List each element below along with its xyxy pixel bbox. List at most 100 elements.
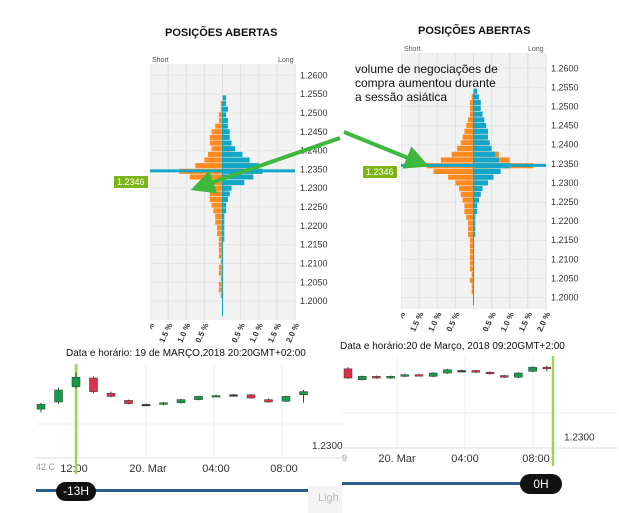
annotation-line: volume de negociações de — [355, 62, 498, 76]
chart-title-left: POSIÇÕES ABERTAS — [165, 27, 278, 39]
current-price-tag-right: 1.2346 — [363, 166, 397, 178]
short-bar — [209, 191, 223, 197]
edge-text-right: 9 — [342, 453, 348, 463]
candle-body — [229, 394, 238, 397]
long-bar — [473, 100, 481, 106]
y-tick-label: 1.2500 — [551, 101, 579, 111]
y-tick-label: 1.2600 — [300, 70, 328, 80]
candle-body — [281, 396, 291, 402]
short-bar — [211, 146, 223, 152]
candle-body — [54, 389, 63, 403]
y-tick-label: 1.2250 — [551, 197, 579, 207]
time-slider-track-right[interactable] — [342, 482, 538, 485]
candle-body — [357, 376, 367, 380]
short-bar — [220, 276, 223, 282]
annotation-line: compra aumentou durante — [355, 76, 496, 90]
faded-panel — [308, 486, 342, 513]
short-bar — [218, 247, 223, 253]
candle-body — [499, 375, 509, 378]
short-bar — [469, 237, 474, 243]
candle-body — [457, 370, 466, 373]
short-bar — [468, 220, 474, 226]
long-bar — [222, 101, 227, 107]
time-slider-handle-left[interactable]: -13H — [56, 482, 96, 501]
long-bar — [222, 146, 236, 152]
x-tick-label: 1.5 % — [517, 311, 534, 333]
short-bar — [189, 174, 223, 180]
candle-body — [246, 394, 256, 399]
annotation-text: volume de negociações de compra aumentou… — [355, 62, 498, 104]
candle-body — [159, 402, 168, 405]
short-bar — [469, 249, 474, 255]
short-bar — [218, 242, 223, 248]
x-tick-label: 2.0 % — [401, 311, 407, 333]
annotation-line: a sessão asiática — [355, 90, 448, 104]
y-tick-label: 1.2450 — [300, 127, 328, 137]
chart-title-right: POSIÇÕES ABERTAS — [418, 25, 531, 37]
candle-body — [514, 372, 523, 378]
y-tick-label: 1.2050 — [300, 277, 328, 287]
y-tick-label: 1.2250 — [300, 202, 328, 212]
y-tick-label: 1.2150 — [551, 235, 579, 245]
short-bar — [220, 259, 223, 265]
long-bar — [473, 157, 499, 163]
short-label-left: Short — [152, 57, 169, 64]
short-bar — [208, 151, 223, 157]
long-bar — [473, 180, 488, 186]
long-bar — [222, 163, 259, 169]
candle-body — [211, 395, 221, 398]
short-bar — [469, 243, 474, 249]
short-bar — [468, 231, 474, 238]
short-bar — [440, 157, 474, 163]
short-bar — [471, 289, 474, 295]
long-bar — [473, 226, 476, 232]
short-bar — [464, 203, 474, 209]
y-tick-label: 1.2200 — [300, 221, 328, 231]
short-bar — [457, 145, 474, 152]
y-tick-label: 1.2050 — [551, 273, 579, 283]
candle-body — [386, 376, 395, 379]
y-tick-label: 1.2300 — [564, 432, 595, 443]
long-bar — [222, 230, 225, 236]
x-tick-label: 2.0 % — [150, 322, 156, 344]
x-tick-label: 2.0 % — [535, 311, 552, 333]
short-bar — [220, 101, 223, 107]
y-tick-label: 1.2100 — [300, 259, 328, 269]
x-tick-label: 08:00 — [522, 453, 550, 465]
short-bar — [215, 219, 223, 225]
x-tick-label: 0.5 % — [230, 322, 247, 344]
short-bar — [220, 106, 223, 112]
short-bar — [215, 213, 223, 219]
long-bar — [222, 208, 227, 214]
long-label-right: Long — [528, 46, 544, 53]
long-bar — [473, 123, 487, 129]
candle-body — [299, 391, 308, 396]
x-tick-label: 1.0 % — [248, 322, 265, 344]
time-slider-handle-right[interactable]: 0H — [520, 474, 562, 494]
edge-text-left: 42 C — [36, 462, 56, 472]
caption-right: Data e horário:20 de Março, 2018 09:20GM… — [340, 341, 565, 352]
candle-body — [372, 376, 381, 379]
short-bar — [462, 197, 474, 203]
long-bar — [222, 180, 245, 186]
x-tick-label: 0.5 % — [481, 311, 498, 333]
current-price-tag-left: 1.2346 — [114, 176, 148, 188]
short-bar — [466, 214, 474, 220]
long-bar — [473, 111, 483, 117]
candle-body — [106, 392, 116, 397]
short-bar — [464, 128, 474, 134]
short-bar — [218, 112, 223, 118]
y-tick-label: 1.2300 — [312, 441, 343, 452]
short-bar — [462, 134, 474, 140]
short-bar — [460, 140, 474, 146]
short-bar — [220, 293, 223, 299]
short-bar — [215, 123, 223, 129]
long-bar — [222, 123, 228, 129]
time-slider-track-left[interactable] — [36, 489, 308, 492]
long-bar — [473, 94, 479, 100]
candle-body — [71, 376, 81, 388]
short-bar — [217, 225, 223, 231]
short-bar — [471, 94, 474, 100]
candle-body — [343, 368, 353, 379]
short-bar — [211, 202, 223, 208]
